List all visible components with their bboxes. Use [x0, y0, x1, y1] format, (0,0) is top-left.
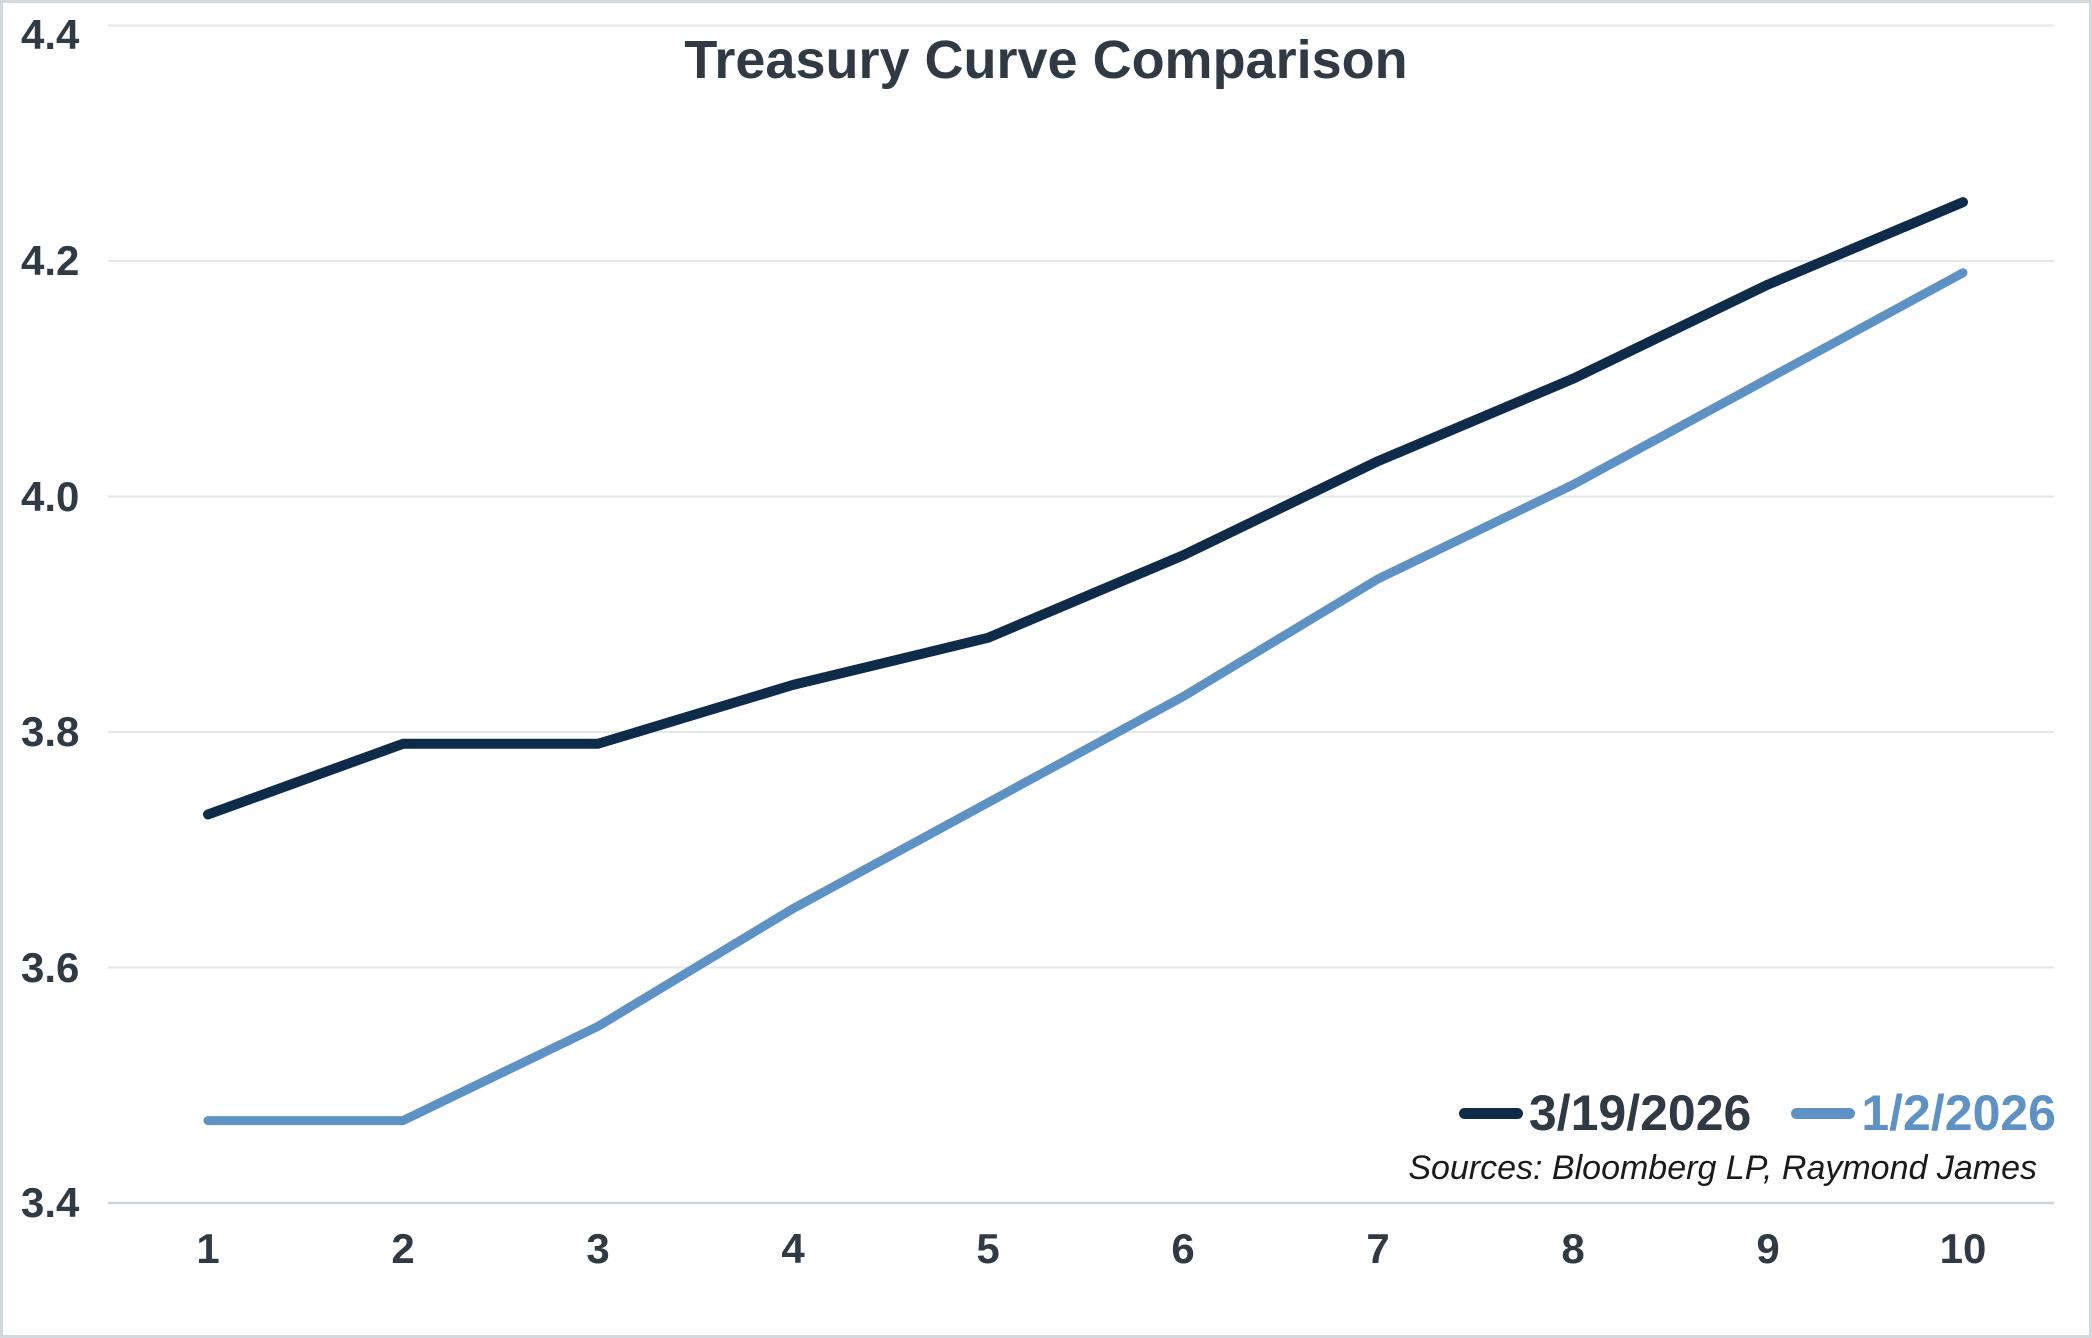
- x-tick-label: 3: [586, 1225, 610, 1272]
- y-tick-label: 4.0: [21, 472, 80, 520]
- x-tick-label: 2: [391, 1225, 415, 1272]
- legend-item: 3/19/2026: [1458, 1085, 1752, 1141]
- series-line-2: [203, 268, 1968, 1126]
- y-tick-label: 3.6: [21, 943, 80, 991]
- y-tick-label: 4.4: [21, 11, 80, 58]
- x-tick-label: 5: [976, 1225, 1000, 1272]
- x-tick-label: 1: [196, 1225, 220, 1272]
- legend: 3/19/2026 1/2/2026: [1458, 1085, 2056, 1141]
- source-note: Sources: Bloomberg LP, Raymond James: [1408, 1149, 2037, 1187]
- x-tick-label: 9: [1756, 1225, 1780, 1272]
- x-tick-label: 8: [1561, 1225, 1585, 1272]
- legend-item: 1/2/2026: [1791, 1087, 2056, 1139]
- plot-area: [108, 24, 2054, 1205]
- y-tick-label: 3.8: [21, 708, 80, 755]
- legend-swatch: [1791, 1107, 1856, 1119]
- series-line-1: [203, 197, 1968, 820]
- x-tick-label: 7: [1366, 1225, 1390, 1272]
- y-tick-label: 4.2: [21, 237, 80, 284]
- legend-swatch: [1458, 1107, 1523, 1119]
- chart-title: Treasury Curve Comparison: [684, 30, 1408, 90]
- legend-label: 3/19/2026: [1528, 1085, 1752, 1141]
- x-tick-label: 10: [1939, 1225, 1987, 1272]
- legend-label: 1/2/2026: [1861, 1085, 2056, 1141]
- x-tick-label: 6: [1171, 1225, 1195, 1272]
- x-tick-label: 4: [781, 1225, 805, 1272]
- y-tick-label: 3.4: [21, 1179, 80, 1226]
